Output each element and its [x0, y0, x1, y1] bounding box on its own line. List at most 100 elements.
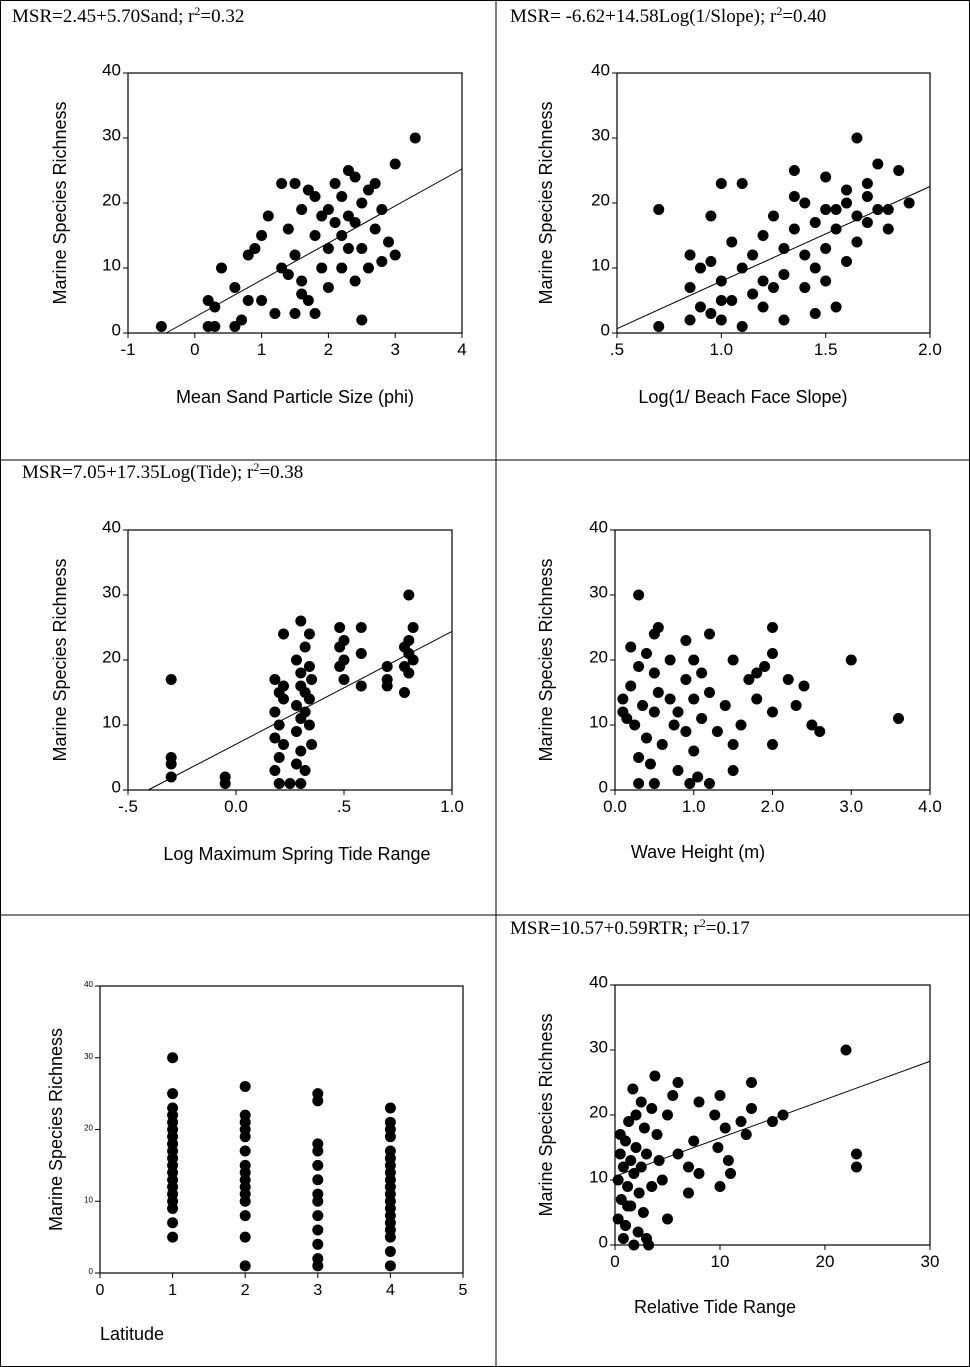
x-tick-label: 1	[168, 1282, 177, 1299]
point	[312, 1238, 324, 1250]
point	[239, 1210, 251, 1222]
point	[295, 615, 307, 627]
point	[798, 680, 810, 692]
point	[165, 758, 177, 770]
point	[289, 308, 301, 319]
point	[239, 1145, 251, 1157]
point	[306, 739, 318, 750]
point	[349, 217, 361, 228]
point	[637, 1207, 649, 1218]
point	[782, 674, 794, 685]
point	[638, 1122, 650, 1134]
point	[355, 622, 367, 633]
title-part: =0.32	[200, 6, 244, 27]
panel-title: MSR=2.45+5.70Sand; r2=0.32	[12, 4, 244, 27]
point	[727, 765, 739, 776]
y-tick-label: 30	[102, 125, 121, 144]
point	[342, 243, 354, 254]
y-tick-label: 40	[102, 517, 121, 536]
point	[653, 321, 665, 332]
y-tick-label: 0	[599, 1232, 608, 1251]
point	[617, 1161, 629, 1173]
x-tick-label: 10	[711, 1252, 730, 1271]
point	[336, 191, 348, 202]
y-tick-label: 20	[589, 647, 608, 666]
x-tick-label: 20	[816, 1252, 835, 1271]
point	[167, 1088, 179, 1100]
point	[309, 308, 321, 319]
point	[696, 667, 708, 679]
point	[290, 758, 302, 770]
point	[312, 1224, 324, 1236]
point	[727, 654, 739, 666]
point	[369, 223, 381, 235]
point	[209, 321, 221, 332]
x-tick-label: 0	[96, 1282, 105, 1299]
point	[709, 1109, 721, 1121]
point	[646, 1103, 658, 1114]
y-tick-label: 20	[591, 190, 610, 209]
point	[662, 1213, 673, 1225]
point	[381, 661, 393, 672]
point	[820, 243, 832, 254]
y-tick-label: 40	[589, 972, 608, 991]
y-tick-label: 40	[591, 60, 610, 79]
x-axis-label: Latitude	[100, 1324, 164, 1344]
plot-frame	[127, 72, 463, 334]
point	[303, 628, 315, 640]
point	[356, 197, 368, 209]
point	[809, 308, 821, 319]
point	[715, 178, 727, 189]
point	[735, 1116, 747, 1127]
regression-line	[614, 1060, 931, 1177]
panel-title: MSR=10.57+0.59RTR; r2=0.17	[510, 916, 750, 939]
point	[767, 739, 778, 750]
point	[820, 275, 832, 287]
point	[239, 1195, 251, 1207]
point	[743, 674, 755, 685]
point	[381, 674, 393, 685]
point	[356, 314, 368, 326]
point	[295, 745, 307, 757]
point	[229, 282, 241, 293]
point	[751, 667, 763, 679]
point	[284, 778, 296, 789]
panel-title: MSR=7.05+17.35Log(Tide); r2=0.38	[22, 460, 303, 483]
point	[269, 765, 281, 776]
point	[809, 262, 821, 274]
y-axis-label: Marine Species Richness	[536, 101, 556, 304]
point	[648, 778, 660, 789]
point	[165, 674, 177, 685]
point	[633, 661, 645, 672]
y-tick-label: 40	[102, 60, 121, 79]
point	[384, 1102, 396, 1114]
point	[389, 158, 401, 170]
title-part: 2	[700, 916, 706, 930]
point	[693, 1096, 705, 1108]
point	[384, 1260, 396, 1272]
point	[714, 1090, 726, 1101]
point	[757, 230, 769, 241]
point	[694, 262, 706, 274]
point	[312, 1174, 324, 1186]
point	[656, 739, 668, 750]
point	[799, 249, 811, 261]
point	[727, 739, 739, 750]
point	[840, 1044, 852, 1056]
point	[664, 693, 676, 705]
point	[767, 1116, 778, 1127]
point	[309, 191, 321, 202]
point	[256, 230, 268, 241]
point	[276, 178, 288, 189]
point	[403, 635, 415, 646]
point	[893, 165, 905, 176]
point	[649, 1070, 661, 1082]
point	[322, 204, 334, 215]
point	[667, 1090, 679, 1101]
point	[289, 178, 301, 189]
point	[278, 739, 290, 750]
point	[290, 700, 302, 711]
point	[273, 778, 285, 789]
